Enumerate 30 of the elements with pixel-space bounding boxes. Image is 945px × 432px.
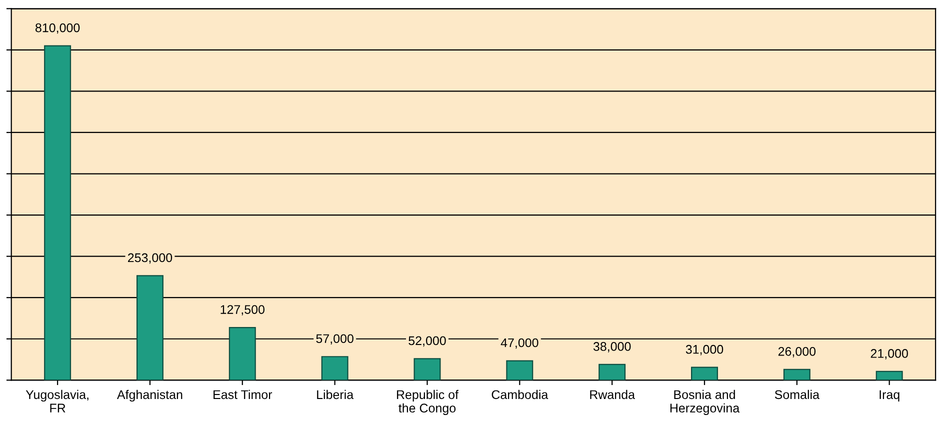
x-tick-label: Bosnia and Herzegovina: [670, 390, 740, 415]
data-label: 26,000: [778, 346, 816, 358]
data-label: 57,000: [316, 334, 354, 345]
data-label: 253,000: [128, 253, 172, 264]
data-label: 31,000: [686, 344, 724, 356]
bar: [228, 326, 256, 380]
data-label: 127,500: [220, 305, 264, 316]
bar: [44, 45, 72, 380]
bar: [506, 360, 534, 380]
data-label: 810,000: [36, 23, 80, 34]
data-label: 21,000: [870, 349, 908, 360]
x-tick-label: Liberia: [317, 390, 354, 400]
x-tick-label: Yugoslavia, FR: [26, 390, 88, 412]
data-label: 52,000: [408, 336, 446, 347]
x-tick-label: Iraq: [880, 390, 900, 402]
bar: [321, 356, 348, 380]
data-label: 47,000: [500, 338, 538, 349]
x-tick-label: Republic of the Congo: [396, 390, 459, 415]
x-tick-label: Rwanda: [590, 390, 636, 400]
bar: [136, 275, 164, 380]
x-tick-label: Cambodia: [492, 390, 548, 400]
x-tick-label: Somalia: [774, 390, 820, 400]
bar: [876, 370, 903, 380]
bar: [783, 368, 810, 380]
x-tick-label: East Timor: [214, 390, 272, 400]
bar: [414, 358, 441, 380]
bar: [598, 364, 626, 380]
x-tick-label: Afghanistan: [116, 390, 182, 402]
bar: [691, 366, 718, 380]
data-label: 38,000: [593, 342, 631, 352]
